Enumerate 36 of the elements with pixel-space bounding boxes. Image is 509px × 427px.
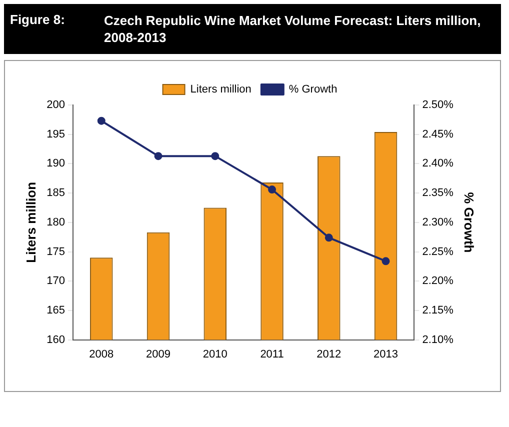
y2-tick-label: 2.20%: [422, 275, 454, 288]
y-tick-label: 165: [46, 304, 65, 316]
x-tick-label: 2012: [316, 348, 342, 360]
point: [211, 152, 220, 160]
y-tick-label: 160: [46, 334, 65, 346]
y-tick-label: 175: [46, 246, 65, 258]
y-tick-label: 170: [46, 275, 65, 288]
y2-axis-title: % Growth: [462, 192, 477, 253]
y2-tick-label: 2.40%: [422, 158, 454, 170]
x-tick-label: 2011: [260, 348, 284, 360]
legend-label: % Growth: [288, 84, 338, 96]
x-tick-label: 2008: [89, 348, 114, 360]
point: [97, 116, 106, 125]
y-tick-label: 200: [46, 99, 65, 112]
x-tick-label: 2010: [202, 348, 228, 360]
point: [324, 234, 333, 242]
y-axis-title: Liters million: [23, 182, 38, 263]
y-tick-label: 190: [46, 158, 65, 170]
y2-tick-label: 2.50%: [422, 99, 454, 112]
y2-tick-label: 2.25%: [422, 246, 454, 258]
y2-tick-label: 2.30%: [422, 216, 454, 228]
y-tick-label: 180: [46, 216, 65, 228]
x-tick-label: 2009: [146, 348, 171, 360]
y2-tick-label: 2.45%: [422, 128, 454, 140]
chart-title: Czech Republic Wine Market Volume Forecast: Liters million, 2008-2013: [104, 12, 482, 46]
point: [382, 257, 390, 266]
x-tick-label: 2013: [374, 348, 398, 360]
caption: Figure 8:: [10, 12, 65, 27]
legend-label: Liters million: [190, 84, 252, 96]
y2-tick-label: 2.35%: [422, 187, 454, 200]
y-tick-label: 185: [46, 187, 65, 200]
y-tick-label: 195: [46, 128, 65, 140]
y2-tick-label: 2.10%: [422, 334, 454, 346]
point: [154, 152, 162, 160]
y2-tick-label: 2.15%: [422, 304, 454, 316]
point: [268, 186, 276, 194]
